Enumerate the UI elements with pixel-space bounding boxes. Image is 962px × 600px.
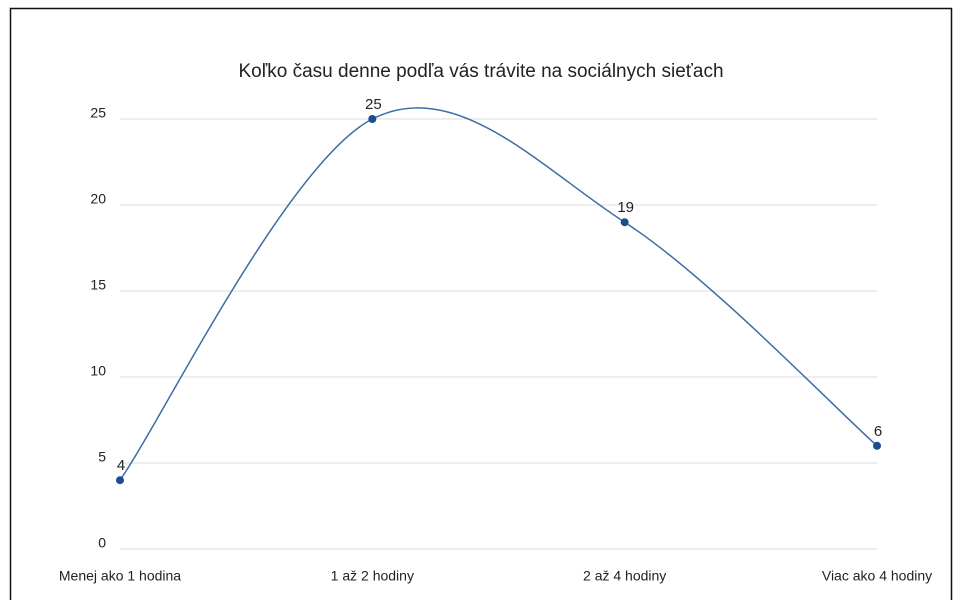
data-label: 25 <box>365 96 382 113</box>
y-tick-label: 0 <box>98 535 106 551</box>
data-point <box>116 476 124 485</box>
chart-title: Koľko času denne podľa vás trávite na so… <box>238 61 723 82</box>
chart-border <box>9 7 953 600</box>
line-series <box>119 107 878 481</box>
x-tick-label: Viac ako 4 hodiny <box>822 568 932 584</box>
x-tick-label: 1 až 2 hodiny <box>331 568 414 584</box>
data-point <box>873 441 881 450</box>
x-tick-label: Menej ako 1 hodina <box>59 568 181 584</box>
y-tick-label: 10 <box>90 363 106 379</box>
data-point <box>620 218 629 227</box>
y-tick-label: 20 <box>90 191 106 207</box>
y-tick-label: 5 <box>98 449 106 465</box>
y-tick-label: 25 <box>90 105 106 121</box>
data-label: 4 <box>117 457 125 474</box>
data-label: 6 <box>874 423 882 440</box>
data-point <box>368 115 377 123</box>
x-tick-label: 2 až 4 hodiny <box>583 568 666 584</box>
data-label: 19 <box>617 199 634 216</box>
y-tick-label: 15 <box>90 277 106 293</box>
